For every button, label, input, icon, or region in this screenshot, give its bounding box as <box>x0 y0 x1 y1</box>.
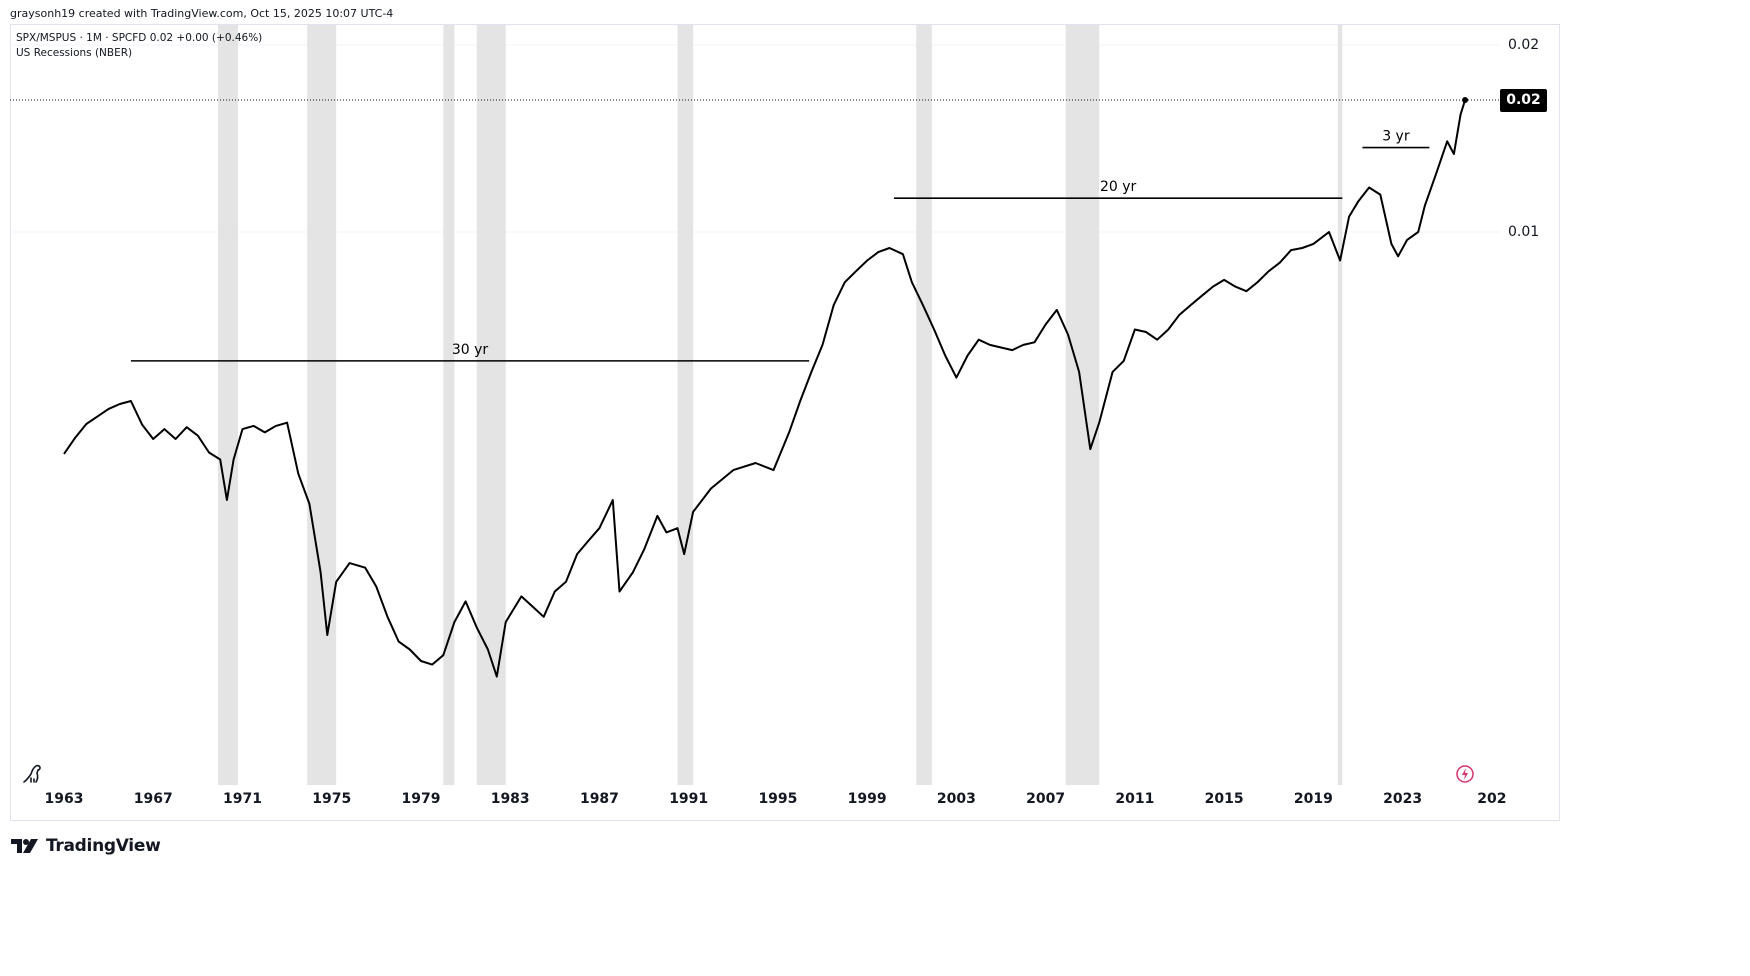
x-tick-label: 2019 <box>1293 791 1333 807</box>
tradingview-logo-icon <box>11 839 38 853</box>
legend-series[interactable]: SPX/MSPUS · 1M · SPCFD 0.02 +0.00 (+0.46… <box>16 32 263 44</box>
x-tick-label: 2015 <box>1204 791 1244 807</box>
series-line <box>63 99 1467 678</box>
annotation-layer: 30 yr 20 yr 3 yr <box>130 129 1430 362</box>
x-tick-label: 1995 <box>758 791 798 807</box>
annotation-label: 30 yr <box>452 342 489 358</box>
x-tick-label: 1963 <box>44 791 84 807</box>
x-tick-label: 2003 <box>936 791 976 807</box>
last-point-marker <box>1462 97 1469 103</box>
recession-band <box>916 25 932 785</box>
x-tick-label: 1967 <box>133 791 173 807</box>
recession-band <box>307 25 337 785</box>
chart-frame <box>10 24 1560 821</box>
x-tick-label: 202 <box>1477 791 1507 807</box>
x-tick-label: 1979 <box>401 791 441 807</box>
recession-band <box>1065 25 1100 785</box>
recession-band <box>217 25 239 785</box>
dinosaur-icon[interactable] <box>21 760 47 790</box>
x-tick-label: 1983 <box>490 791 530 807</box>
x-tick-label: 2011 <box>1115 791 1155 807</box>
x-tick-label: 2023 <box>1383 791 1423 807</box>
y-tick-label: 0.02 <box>1508 37 1540 53</box>
lightning-icon[interactable] <box>1454 763 1476 789</box>
recession-band <box>1337 25 1343 785</box>
tradingview-logo-text: TradingView <box>46 836 161 856</box>
y-tick-label: 0.01 <box>1508 224 1540 240</box>
recession-layer <box>217 25 1343 785</box>
annotation-label: 20 yr <box>1100 179 1137 195</box>
recession-band <box>677 25 694 785</box>
x-tick-label: 2007 <box>1026 791 1066 807</box>
x-tick-label: 1971 <box>222 791 262 807</box>
annotation-label: 3 yr <box>1382 129 1410 145</box>
x-tick-label: 1999 <box>847 791 887 807</box>
recession-band <box>443 25 455 785</box>
chart-credit: graysonh19 created with TradingView.com,… <box>10 7 394 20</box>
tradingview-logo[interactable]: TradingView <box>10 836 161 856</box>
x-tick-label: 1975 <box>312 791 352 807</box>
x-tick-label: 1991 <box>669 791 709 807</box>
x-tick-label: 1987 <box>579 791 619 807</box>
grid-layer <box>10 44 1500 233</box>
legend-indicator[interactable]: US Recessions (NBER) <box>16 47 133 59</box>
recession-band <box>476 25 506 785</box>
last-price-tag: 0.02 <box>1500 89 1547 112</box>
